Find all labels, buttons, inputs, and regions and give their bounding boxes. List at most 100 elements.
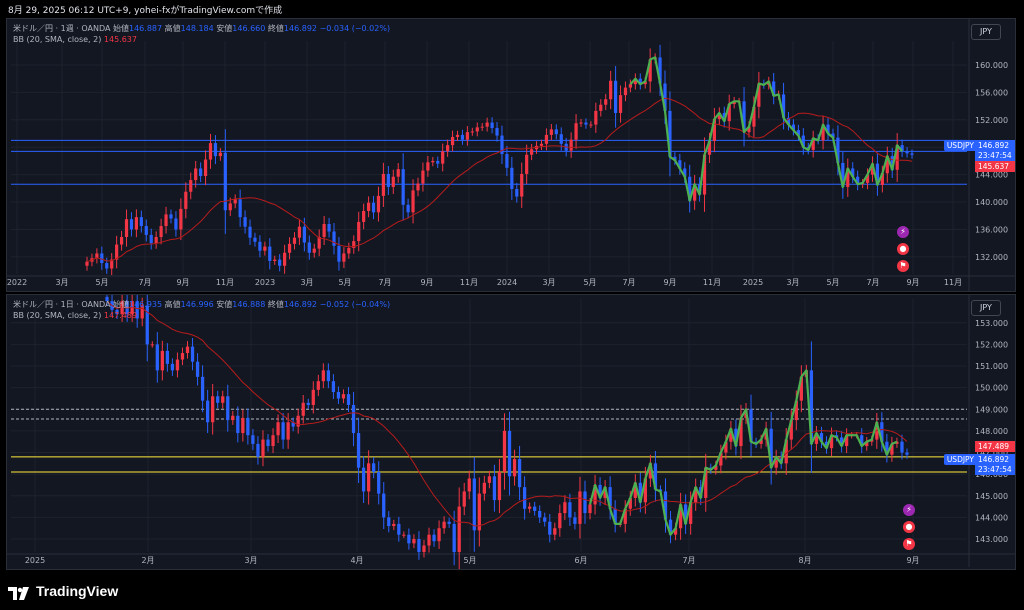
candle-body (446, 145, 450, 152)
lightning-icon[interactable]: ⚡ (897, 226, 909, 238)
candle-body (599, 104, 603, 111)
candle-body (263, 246, 267, 251)
candle-body (396, 169, 400, 177)
candle-body (732, 101, 736, 105)
candle-body (341, 394, 346, 399)
candle-body (336, 391, 341, 399)
candle-body (174, 218, 178, 230)
candle-body (145, 305, 149, 345)
candle-body (573, 517, 577, 524)
x-tick-label: 2024 (497, 278, 517, 287)
weekly-chart-panel[interactable]: 132.000136.000140.000144.000148.000152.0… (6, 18, 1016, 292)
candle-body (246, 417, 250, 436)
candle-body (717, 112, 721, 120)
candle-body (366, 202, 371, 211)
candle-body (734, 428, 738, 447)
candle-body (769, 428, 773, 468)
candle-body (282, 252, 287, 266)
candle-body (417, 539, 421, 552)
bb-value: 145.637 (103, 35, 137, 44)
candle-body (487, 476, 492, 483)
symbol-tag: USDJPY (943, 454, 977, 465)
candle-body (865, 441, 869, 447)
change-value: −0.052 (−0.04%) (319, 300, 391, 309)
candle-body (381, 173, 386, 196)
candle-body (749, 409, 753, 442)
candle-body (351, 404, 356, 434)
candle-body (757, 83, 761, 107)
low-value: 146.888 (232, 300, 266, 309)
lightning-icon[interactable]: ⚡ (903, 504, 915, 516)
candle-body (525, 154, 529, 174)
event-dot-icon[interactable]: ● (897, 243, 909, 255)
daily-bb-legend: BB (20, SMA, close, 2) 147.489 (13, 311, 137, 320)
high-label: 高値 (164, 300, 181, 309)
close-label: 終値 (267, 300, 284, 309)
candle-body (900, 145, 904, 152)
candle-body (377, 471, 381, 494)
candle-body (447, 521, 451, 524)
tradingview-logo[interactable]: TradingView (8, 583, 118, 600)
candle-body (387, 517, 391, 527)
candle-body (129, 219, 134, 230)
candle-body (150, 344, 154, 346)
candle-body (437, 528, 441, 542)
daily-chart-svg[interactable]: 143.000144.000145.000146.000147.000148.0… (7, 295, 1015, 569)
x-tick-label: 3月 (300, 278, 313, 287)
candle-body (455, 134, 460, 137)
candle-body (392, 523, 396, 527)
candle-body (648, 463, 653, 479)
candle-body (885, 441, 889, 455)
candle-body (643, 478, 647, 503)
candle-body (216, 396, 220, 403)
event-dot-icon[interactable]: ● (903, 521, 915, 533)
candle-body (135, 301, 139, 319)
header-text: 8月 29, 2025 06:12 UTC+9, yohei-fxがTradin… (8, 6, 283, 16)
candle-body (801, 135, 805, 148)
candle-body (638, 482, 642, 503)
candle-body (105, 296, 109, 302)
candle-body (236, 415, 240, 434)
candle-body (139, 217, 143, 227)
currency-button[interactable]: JPY (971, 24, 1001, 40)
candle-body (160, 350, 164, 371)
currency-button[interactable]: JPY (971, 300, 1001, 316)
candle-body (683, 504, 688, 524)
candle-body (623, 87, 628, 96)
candle-body (578, 491, 582, 524)
candle-body (759, 439, 763, 444)
flag-us-icon[interactable]: ⚑ (903, 538, 915, 550)
candle-body (331, 381, 336, 392)
candle-body (200, 376, 205, 401)
weekly-chart-svg[interactable]: 132.000136.000140.000144.000148.000152.0… (7, 19, 1015, 291)
candle-body (251, 435, 255, 444)
candle-body (273, 259, 277, 261)
daily-chart-panel[interactable]: 143.000144.000145.000146.000147.000148.0… (6, 294, 1016, 570)
candle-body (321, 370, 325, 382)
candle-body (900, 441, 904, 453)
candle-body (426, 162, 430, 171)
high-label: 高値 (164, 24, 181, 33)
close-value: 146.892 (283, 24, 318, 33)
candle-body (653, 463, 658, 490)
candle-body (243, 217, 247, 227)
candle-body (462, 491, 466, 507)
candle-body (841, 162, 845, 187)
candle-body (427, 534, 431, 546)
candle-body (772, 81, 776, 96)
x-tick-label: 8月 (798, 556, 811, 565)
last-price-tag: 146.892 (975, 454, 1015, 465)
candle-body (786, 117, 791, 125)
candle-body (663, 83, 667, 111)
candle-body (189, 180, 193, 192)
candle-body (558, 513, 562, 529)
candle-body (362, 210, 366, 222)
candle-body (397, 523, 401, 535)
candle-body (520, 173, 524, 197)
footer-bar: TradingView (0, 575, 1024, 610)
candle-body (100, 253, 104, 264)
high-value: 148.184 (180, 24, 214, 33)
candle-body (724, 441, 728, 453)
x-tick-label: 4月 (350, 556, 363, 565)
flag-us-icon[interactable]: ⚑ (897, 260, 909, 272)
